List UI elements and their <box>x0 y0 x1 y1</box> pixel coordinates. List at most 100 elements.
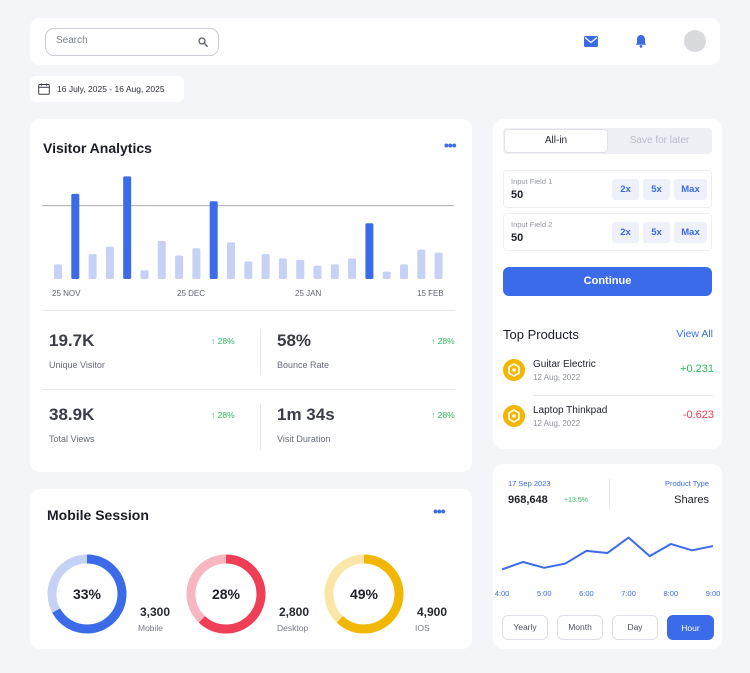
desktop-percent: 28% <box>211 586 241 602</box>
divider <box>43 389 455 390</box>
bar <box>175 255 184 279</box>
product-type-value[interactable]: Shares <box>674 494 709 506</box>
tab-day[interactable]: Day <box>612 615 658 640</box>
multiplier-5x-button[interactable]: 5x <box>643 179 670 200</box>
top-products-title: Top Products <box>503 327 579 342</box>
search-box[interactable] <box>45 28 219 56</box>
bar <box>88 254 97 279</box>
x-tick-label: 25 NOV <box>52 289 81 298</box>
total-views-value: 38.9K <box>49 405 95 424</box>
date-range-label: 16 July, 2025 - 16 Aug, 2025 <box>57 84 165 94</box>
desktop-count: 2,800 <box>279 605 310 619</box>
bar <box>227 242 235 279</box>
bar <box>209 201 218 279</box>
visitor-analytics-card: Visitor Analytics ••• 25 NOV 25 DEC 25 JAN… <box>30 119 472 472</box>
multiplier-max-button[interactable]: Max <box>674 179 707 200</box>
shares-change: +13.5% <box>564 497 588 504</box>
tab-month[interactable]: Month <box>557 615 603 640</box>
mobile-percent: 33% <box>72 586 102 602</box>
bar <box>417 249 426 279</box>
bar <box>382 271 391 279</box>
mobile-session-title: Mobile Session <box>47 507 149 523</box>
bar <box>157 240 166 279</box>
mobile-count: 3,300 <box>140 605 171 619</box>
bounce-rate-value: 58% <box>277 331 312 350</box>
unique-visitor-value: 19.7K <box>49 331 95 350</box>
multiplier-2x-button[interactable]: 2x <box>612 222 639 243</box>
tab-hour[interactable]: Hour <box>667 615 714 640</box>
multiplier-5x-button[interactable]: 5x <box>643 222 670 243</box>
x-tick-label: 6:00 <box>579 589 594 598</box>
calendar-icon <box>38 83 50 95</box>
multiplier-2x-button[interactable]: 2x <box>612 179 639 200</box>
bar <box>105 246 114 279</box>
product-date: 12 Aug, 2022 <box>533 419 581 428</box>
input-field-2-value[interactable]: 50 <box>511 232 524 244</box>
shares-date: 17 Sep 2023 <box>508 479 551 488</box>
ios-count: 4,900 <box>417 605 448 619</box>
multiplier-max-button[interactable]: Max <box>674 222 707 243</box>
trade-card: All-in Save for later Input Field 1 50 2… <box>493 119 722 449</box>
desktop-donut <box>186 554 266 634</box>
total-views-label: Total Views <box>49 434 95 444</box>
tab-yearly[interactable]: Yearly <box>502 615 548 640</box>
bar <box>71 193 80 279</box>
bar <box>296 259 305 279</box>
bar <box>192 248 201 279</box>
shares-value: 968,648 <box>508 494 548 506</box>
top-bar <box>30 18 720 65</box>
shares-line-chart: 4:00 5:00 6:00 7:00 8:00 9:00 <box>495 536 721 598</box>
product-date: 12 Aug, 2022 <box>533 373 581 382</box>
donut-arc <box>324 554 404 634</box>
bar <box>140 270 149 279</box>
divider <box>609 479 610 509</box>
search-input[interactable] <box>56 35 186 46</box>
x-tick-label: 4:00 <box>495 589 510 598</box>
tab-save-for-later[interactable]: Save for later <box>629 135 690 146</box>
x-tick-label: 25 DEC <box>177 289 205 298</box>
series-line <box>501 536 714 571</box>
mobile-donut <box>47 554 127 634</box>
product-name[interactable]: Guitar Electric <box>533 359 596 370</box>
bar <box>278 258 287 279</box>
divider <box>43 310 455 311</box>
more-options-icon[interactable]: ••• <box>444 137 457 153</box>
donut-arc <box>47 554 127 634</box>
x-tick-label: 8:00 <box>663 589 678 598</box>
x-tick-label: 9:00 <box>706 589 721 598</box>
ios-label: IOS <box>415 623 430 633</box>
continue-button[interactable]: Continue <box>503 267 712 296</box>
divider <box>533 395 713 396</box>
input-field-1-value[interactable]: 50 <box>511 189 524 201</box>
divider <box>260 404 261 450</box>
input-field-1-label: Input Field 1 <box>511 177 553 186</box>
product-change: +0.231 <box>680 363 714 375</box>
divider <box>260 329 261 375</box>
visit-duration-change: ↑ 28% <box>431 410 455 420</box>
unique-visitor-change: ↑ 28% <box>211 336 235 346</box>
search-icon[interactable] <box>198 37 208 47</box>
shares-card: 17 Sep 2023 968,648 +13.5% Product Type … <box>493 464 722 649</box>
tab-all-in[interactable]: All-in <box>504 129 608 153</box>
bar <box>365 223 374 279</box>
input-field-2[interactable]: Input Field 2 50 2x 5x Max <box>503 213 712 251</box>
segmented-control: All-in Save for later <box>503 128 712 154</box>
bar <box>400 264 408 279</box>
x-tick-label: 5:00 <box>537 589 552 598</box>
mobile-session-card: Mobile Session ••• 33% 3,300 Mobile 28% … <box>30 489 472 649</box>
visit-duration-value: 1m 34s <box>277 405 335 424</box>
visitor-analytics-title: Visitor Analytics <box>43 140 152 156</box>
date-range-picker[interactable]: 16 July, 2025 - 16 Aug, 2025 <box>30 76 184 102</box>
bar <box>261 254 270 279</box>
x-tick-label: 25 JAN <box>295 289 321 298</box>
more-options-icon[interactable]: ••• <box>433 503 446 519</box>
visitor-bar-chart: 25 NOV 25 DEC 25 JAN 15 FEB <box>42 176 454 298</box>
bar <box>313 265 322 279</box>
bell-icon[interactable] <box>635 34 647 48</box>
product-name[interactable]: Laptop Thinkpad <box>533 405 608 416</box>
avatar[interactable] <box>684 30 706 52</box>
mail-icon[interactable] <box>584 36 598 47</box>
input-field-1[interactable]: Input Field 1 50 2x 5x Max <box>503 170 712 208</box>
view-all-link[interactable]: View All <box>676 328 713 340</box>
bar <box>123 176 132 279</box>
